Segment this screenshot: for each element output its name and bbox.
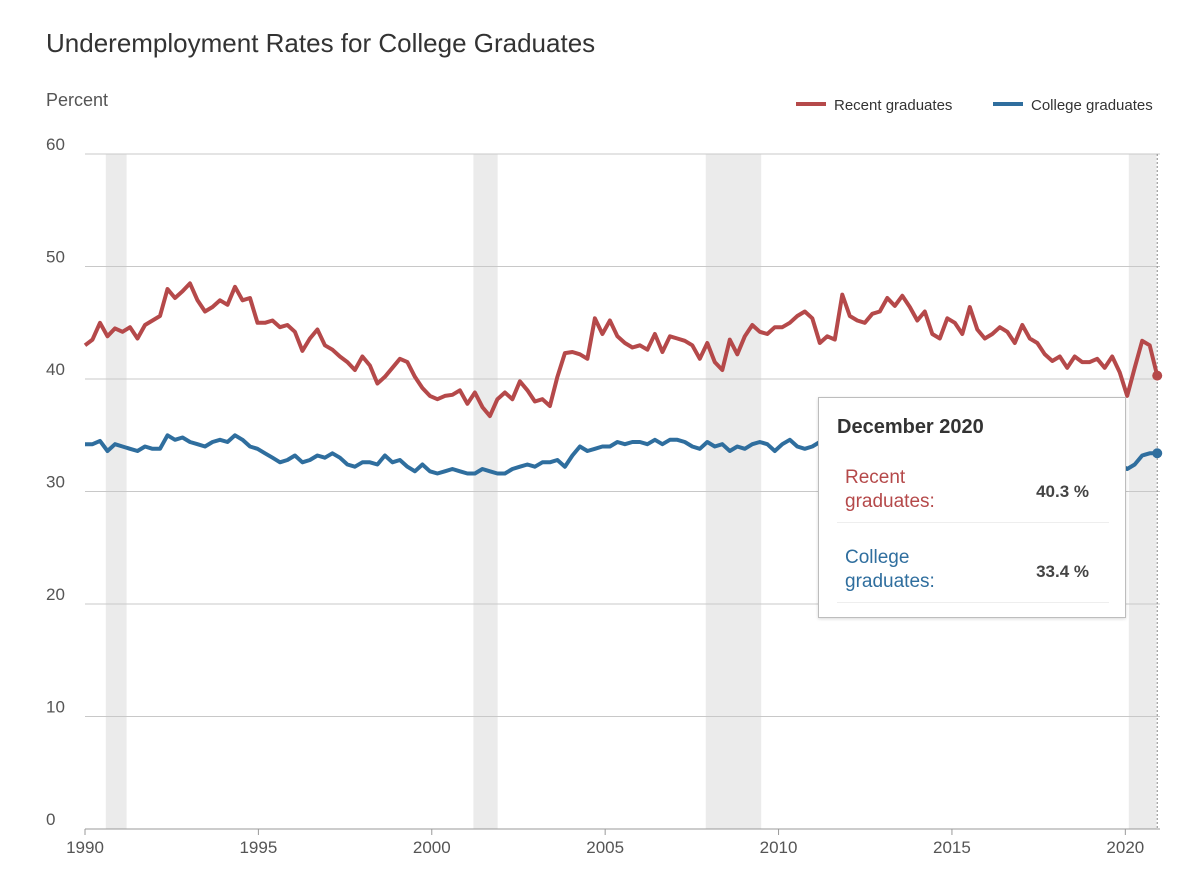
x-axis: 1990 1995 2000 2005 2010 2015 2020: [66, 828, 1160, 857]
tooltip: December 2020 Recent graduates: 40.3 % C…: [818, 397, 1126, 618]
tooltip-label-college: College graduates:: [845, 547, 935, 592]
series-marker-1: [1152, 448, 1163, 459]
x-tick-label: 2015: [933, 838, 971, 857]
x-tick-label: 2010: [760, 838, 798, 857]
y-tick-label: 40: [46, 360, 65, 379]
y-tick-label: 60: [46, 135, 65, 154]
tooltip-value-recent: 40.3 %: [1036, 482, 1089, 501]
series-line-0[interactable]: [83, 281, 1160, 419]
legend[interactable]: Recent graduates College graduates: [796, 97, 1153, 114]
x-tick-label: 2005: [586, 838, 624, 857]
y-tick-label: 20: [46, 585, 65, 604]
x-tick-label: 2000: [413, 838, 451, 857]
tooltip-title: December 2020: [837, 416, 984, 438]
legend-label-college[interactable]: College graduates: [1031, 97, 1153, 114]
tooltip-value-college: 33.4 %: [1036, 562, 1089, 581]
x-tick-label: 2020: [1106, 838, 1144, 857]
y-axis-label: Percent: [46, 90, 108, 110]
legend-label-recent[interactable]: Recent graduates: [834, 97, 952, 114]
y-tick-label: 10: [46, 698, 65, 717]
tooltip-label-recent: Recent graduates:: [845, 467, 935, 512]
series-marker-0: [1152, 370, 1163, 381]
y-tick-label: 30: [46, 473, 65, 492]
x-tick-label: 1990: [66, 838, 104, 857]
tooltip-row-recent: Recent graduates: 40.3 %: [837, 466, 1109, 523]
y-tick-label: 0: [46, 810, 55, 829]
y-axis: 0 10 20 30 40 50 60: [46, 135, 65, 829]
y-tick-label: 50: [46, 248, 65, 267]
x-tick-label: 1995: [239, 838, 277, 857]
chart-title: Underemployment Rates for College Gradua…: [46, 28, 596, 58]
tooltip-row-college: College graduates: 33.4 %: [837, 546, 1109, 603]
